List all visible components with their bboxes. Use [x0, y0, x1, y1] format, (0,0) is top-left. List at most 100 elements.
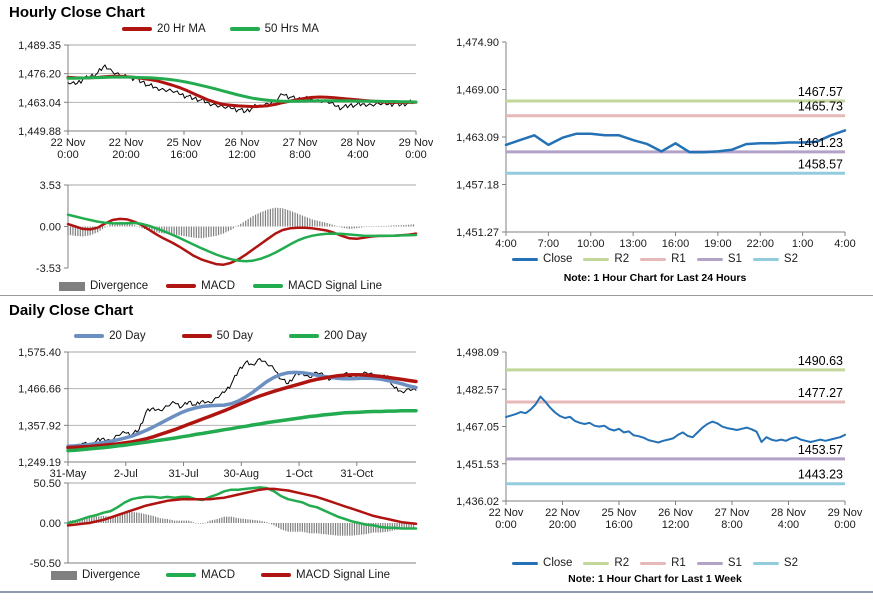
- legend-item-s1: S1: [696, 557, 742, 569]
- macd-signal-line-swatch: [253, 284, 284, 288]
- ma20-legend-label: 20 Hr MA: [157, 23, 206, 35]
- r2-line-swatch: [583, 257, 610, 261]
- intraday-24h-chart: 1,474.90 1,469.00 1,463.09 1,457.18 1,451.27…: [456, 37, 856, 250]
- legend-item-20hr-ma: 20 Hr MA: [122, 23, 206, 35]
- svg-text:1,489.35: 1,489.35: [18, 40, 61, 52]
- legend-item-r1: R1: [640, 253, 686, 265]
- day20-line-swatch: [74, 334, 105, 338]
- daily-section-title: Daily Close Chart: [9, 302, 134, 319]
- svg-text:1458.57: 1458.57: [798, 157, 843, 171]
- legend-item-50hr-ma: 50 Hrs MA: [229, 23, 319, 35]
- svg-text:13:00: 13:00: [619, 238, 647, 250]
- legend-item-20day: 20 Day: [74, 330, 146, 342]
- macd-signal-line-swatch: [261, 573, 292, 577]
- svg-text:1,357.92: 1,357.92: [18, 420, 61, 432]
- hourly-macd-chart: 3.53 0.00 -3.53: [36, 180, 418, 275]
- divergence-legend-label: Divergence: [81, 569, 141, 581]
- close-line-swatch: [512, 561, 539, 565]
- day50-legend-label: 50 Day: [216, 330, 254, 342]
- svg-text:1,498.09: 1,498.09: [456, 347, 499, 359]
- legend-item-macd-signal-daily: MACD Signal Line: [261, 569, 390, 581]
- svg-text:1,436.02: 1,436.02: [456, 496, 499, 508]
- hourly-macd-legend: Divergence MACD MACD Signal Line: [8, 280, 433, 292]
- s1-legend-label: S1: [727, 253, 742, 265]
- s1-line-swatch: [696, 257, 723, 261]
- weekly-1h-chart: 1,498.09 1,482.57 1,467.05 1,451.53 1,436.02…: [456, 347, 863, 531]
- legend-item-s1: S1: [696, 253, 742, 265]
- svg-text:1,463.04: 1,463.04: [18, 97, 61, 109]
- svg-text:50.50: 50.50: [33, 478, 61, 490]
- s2-line-swatch: [752, 561, 779, 565]
- ma20-line-swatch: [122, 27, 153, 31]
- svg-text:1,467.05: 1,467.05: [456, 422, 499, 434]
- svg-text:1,451.27: 1,451.27: [456, 227, 499, 239]
- svg-text:31-Oct: 31-Oct: [340, 468, 373, 480]
- legend-item-macd-signal: MACD Signal Line: [253, 280, 382, 292]
- r2-line-swatch: [583, 561, 610, 565]
- macd-legend-label: MACD: [201, 280, 236, 292]
- legend-item-s2: S2: [752, 557, 798, 569]
- svg-text:3.53: 3.53: [40, 180, 61, 192]
- day200-line-swatch: [289, 334, 320, 338]
- r1-legend-label: R1: [671, 557, 686, 569]
- svg-text:1,249.19: 1,249.19: [18, 457, 61, 469]
- close-legend-label: Close: [543, 253, 573, 265]
- daily-macd-chart: 50.50 0.00 -50.50: [30, 478, 418, 568]
- divergence-legend-label: Divergence: [89, 280, 149, 292]
- s1-legend-label: S1: [727, 557, 742, 569]
- svg-text:-50.50: -50.50: [30, 558, 61, 568]
- legend-item-r2: R2: [583, 253, 629, 265]
- legend-item-s2: S2: [752, 253, 798, 265]
- svg-text:1467.57: 1467.57: [798, 85, 843, 99]
- r1-legend-label: R1: [671, 253, 686, 265]
- legend-item-close: Close: [512, 253, 572, 265]
- ma50-legend-label: 50 Hrs MA: [264, 23, 319, 35]
- legend-item-200day: 200 Day: [289, 330, 367, 342]
- svg-text:10:00: 10:00: [577, 238, 605, 250]
- svg-text:1,575.40: 1,575.40: [18, 347, 61, 359]
- svg-text:7:00: 7:00: [538, 238, 559, 250]
- close-legend-label: Close: [543, 557, 573, 569]
- svg-text:4:00: 4:00: [495, 238, 516, 250]
- svg-text:16:00: 16:00: [662, 238, 690, 250]
- bottom-divider: [0, 591, 873, 593]
- s2-legend-label: S2: [783, 557, 798, 569]
- day200-legend-label: 200 Day: [324, 330, 367, 342]
- r2-legend-label: R2: [614, 253, 630, 265]
- close-line-swatch: [512, 257, 539, 261]
- legend-item-close: Close: [512, 557, 572, 569]
- svg-text:1,476.20: 1,476.20: [18, 69, 61, 81]
- legend-item-50day: 50 Day: [181, 330, 254, 342]
- hourly-ma-legend: 20 Hr MA 50 Hrs MA: [8, 23, 433, 35]
- day20-legend-label: 20 Day: [109, 330, 146, 342]
- svg-text:1461.23: 1461.23: [798, 136, 843, 150]
- legend-item-r1: R1: [640, 557, 686, 569]
- s1-line-swatch: [696, 561, 723, 565]
- svg-text:1-Oct: 1-Oct: [286, 468, 313, 480]
- svg-text:1477.27: 1477.27: [798, 386, 843, 400]
- svg-text:1453.57: 1453.57: [798, 443, 843, 457]
- svg-text:1,449.88: 1,449.88: [18, 126, 61, 138]
- macd-signal-legend-label: MACD Signal Line: [296, 569, 390, 581]
- svg-text:2-Jul: 2-Jul: [114, 468, 138, 480]
- svg-text:31-Jul: 31-Jul: [169, 468, 199, 480]
- svg-text:1,466.66: 1,466.66: [18, 384, 61, 396]
- legend-item-macd-daily: MACD: [166, 569, 235, 581]
- hourly-section-title: Hourly Close Chart: [9, 4, 145, 21]
- daily-macd-legend: Divergence MACD MACD Signal Line: [8, 569, 433, 581]
- legend-item-macd: MACD: [166, 280, 235, 292]
- r2-legend-label: R2: [614, 557, 630, 569]
